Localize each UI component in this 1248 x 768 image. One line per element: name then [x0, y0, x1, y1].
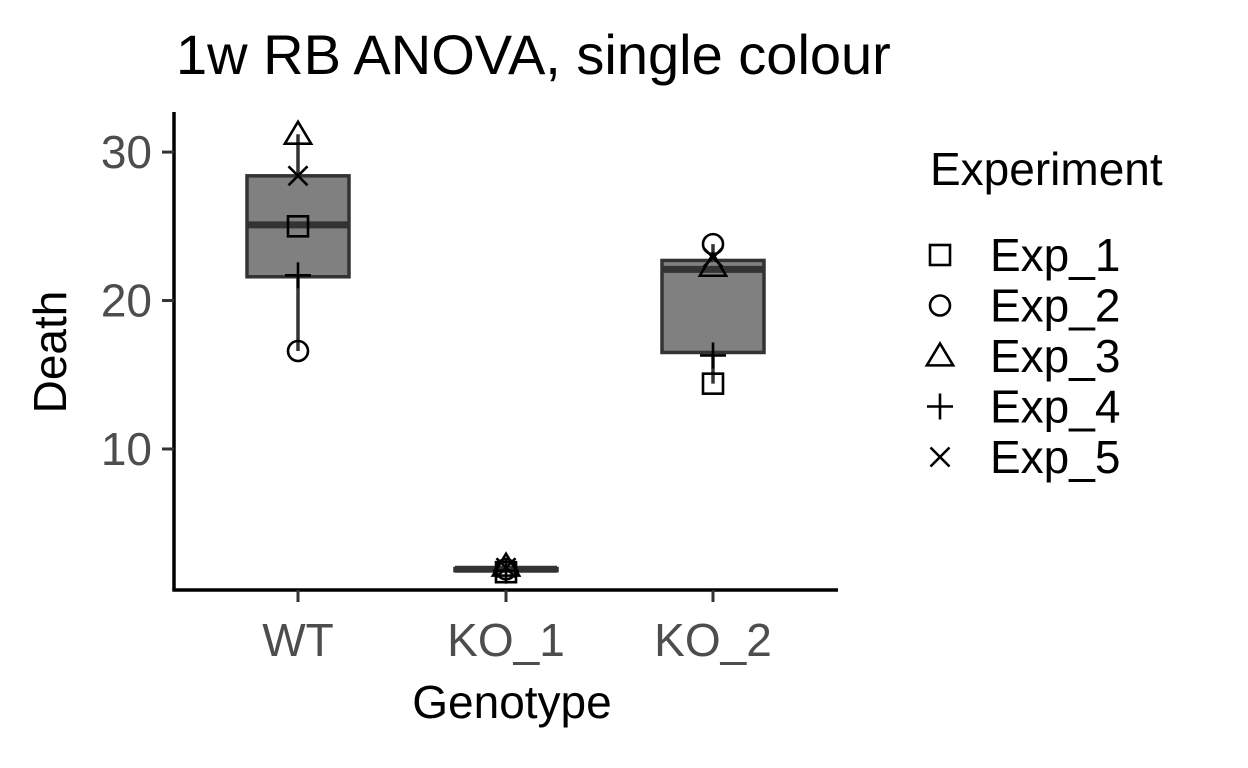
- legend-key-exp_2: [928, 294, 952, 317]
- box-body-ko_2: [660, 258, 766, 355]
- legend-label-exp_2: Exp_2: [990, 280, 1120, 332]
- point-exp_3-wt: [282, 119, 314, 145]
- legend-key-exp_5-d2: [929, 446, 951, 468]
- point-exp_2-wt: [286, 339, 310, 363]
- legend-title: Experiment: [930, 143, 1163, 195]
- point-exp_3-wt-shape: [282, 119, 314, 145]
- axes: 10 20 30 WT KO_1 KO_2: [101, 112, 838, 666]
- point-exp_1-ko_2: [701, 372, 725, 395]
- box-wt: [245, 134, 351, 351]
- point-exp_5-ko_2-d2: [702, 247, 724, 268]
- point-exp_4-ko_2: [700, 342, 726, 369]
- legend-label-exp_4: Exp_4: [990, 381, 1120, 433]
- y-tick-label-30: 30: [101, 126, 152, 178]
- x-tick-label-ko_1: KO_1: [447, 614, 565, 666]
- plot-area: [245, 119, 766, 584]
- point-exp_1-ko_2-shape: [701, 372, 725, 395]
- y-axis-title: Death: [24, 291, 76, 414]
- legend-key-exp_1: [928, 243, 952, 267]
- point-exp_5-ko_1-d2: [495, 557, 517, 579]
- point-exp_1-wt: [286, 215, 310, 238]
- chart-title: 1w RB ANOVA, single colour: [176, 23, 891, 86]
- legend-key-exp_1-shape: [928, 243, 952, 267]
- point-exp_5-wt-d2: [287, 165, 309, 187]
- point-exp_1-wt-shape: [286, 215, 310, 238]
- point-exp_5-ko_2: [702, 247, 724, 268]
- point-exp_5-ko_1: [495, 557, 517, 579]
- legend-key-exp_2-shape: [928, 294, 952, 317]
- legend-key-exp_3-shape: [924, 340, 956, 367]
- legend-key-exp_3: [924, 340, 956, 367]
- y-tick-label-10: 10: [101, 423, 152, 475]
- legend-key-exp_5: [929, 446, 951, 468]
- point-exp_4-ko_1: [493, 557, 519, 584]
- legend-label-exp_3: Exp_3: [990, 330, 1120, 382]
- legend-label-exp_5: Exp_5: [990, 431, 1120, 483]
- point-exp_5-wt: [287, 165, 309, 187]
- point-exp_2-wt-shape: [286, 339, 310, 363]
- x-axis-title: Genotype: [412, 676, 611, 728]
- legend-key-exp_4: [927, 393, 953, 420]
- point-exp_4-wt: [285, 262, 311, 289]
- legend-label-exp_1: Exp_1: [990, 229, 1120, 281]
- y-tick-label-20: 20: [101, 275, 152, 327]
- x-tick-label-ko_2: KO_2: [654, 614, 772, 666]
- x-tick-label-wt: WT: [262, 614, 334, 666]
